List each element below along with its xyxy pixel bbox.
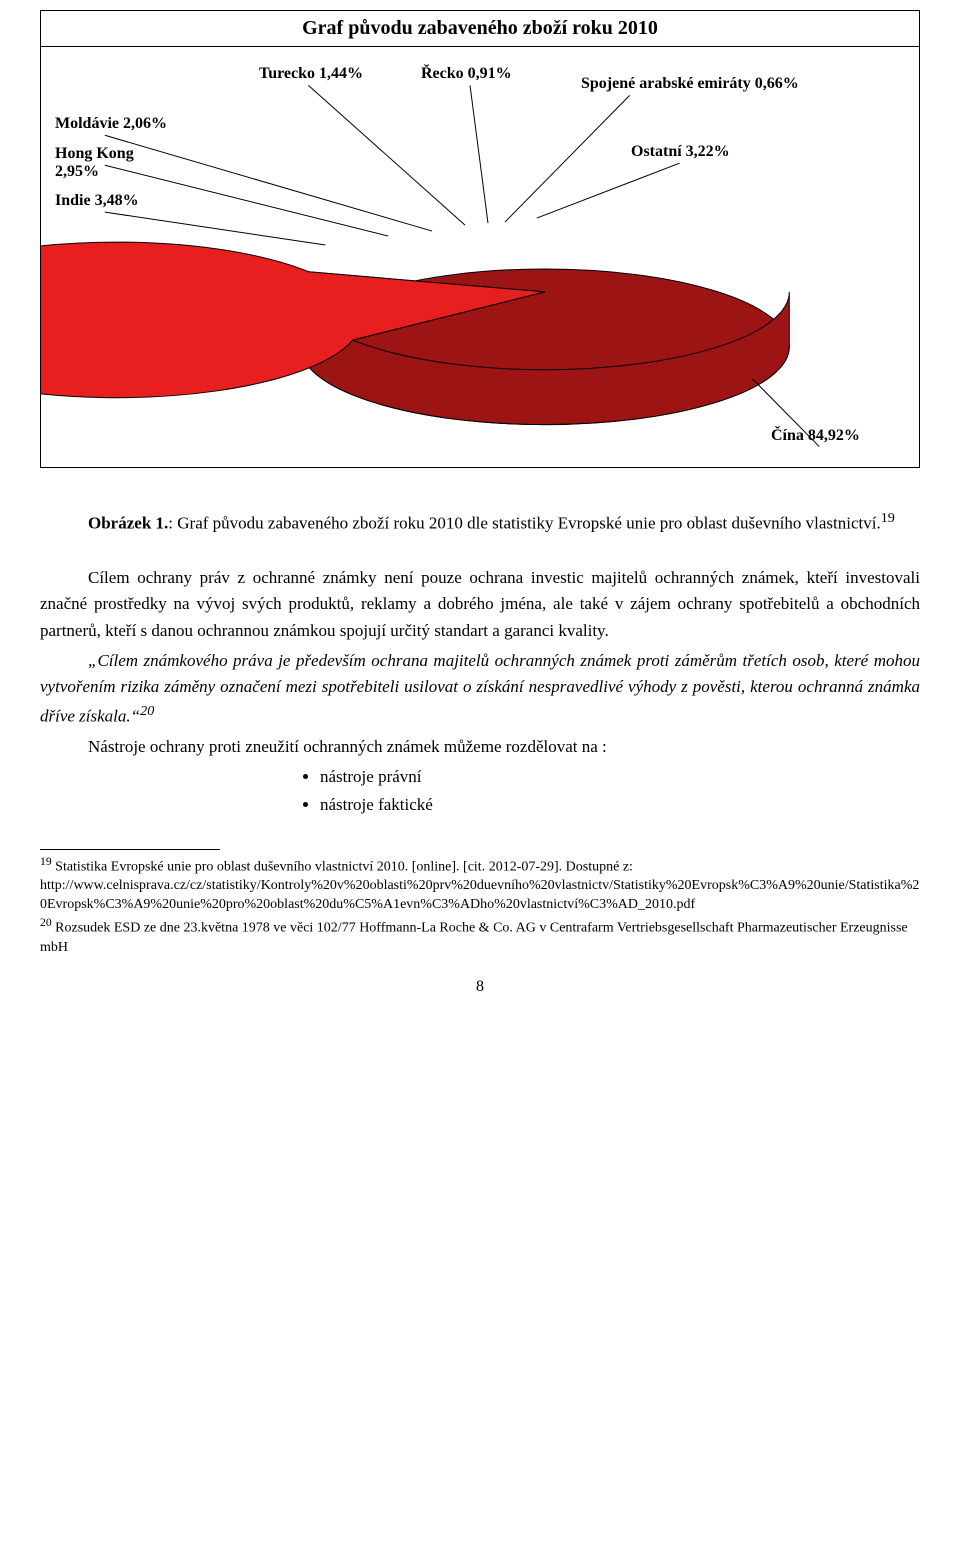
paragraph-2-quote: „Cílem známkového práva je především och… — [40, 651, 920, 725]
chart-label-hk2: 2,95% — [55, 163, 99, 181]
chart-label-uae: Spojené arabské emiráty 0,66% — [581, 75, 799, 93]
footnote-ref-20: 20 — [140, 703, 154, 719]
bullet-item-2: nástroje faktické — [320, 792, 920, 818]
figure-caption-text: : Graf původu zabaveného zboží roku 2010… — [168, 514, 880, 533]
page-number: 8 — [40, 978, 920, 996]
bullet-list: nástroje právní nástroje faktické — [40, 764, 920, 819]
chart-label-ost: Ostatní 3,22% — [631, 143, 730, 161]
chart-label-hk1: Hong Kong — [55, 145, 134, 163]
footnote-num-19: 19 — [40, 855, 52, 868]
chart-label-indie: Indie 3,48% — [55, 192, 139, 210]
footnote-separator — [40, 849, 220, 850]
chart-label-mold: Moldávie 2,06% — [55, 115, 167, 133]
footnote-20-text: Rozsudek ESD ze dne 23.května 1978 ve vě… — [40, 921, 908, 955]
pie-chart-svg — [41, 47, 919, 467]
chart-label-tur: Turecko 1,44% — [259, 65, 363, 83]
footnotes: 19 Statistika Evropské unie pro oblast d… — [40, 854, 920, 958]
chart-label-recko: Řecko 0,91% — [421, 65, 512, 83]
footnote-num-20: 20 — [40, 916, 52, 929]
paragraph-3: Nástroje ochrany proti zneužití ochranný… — [40, 734, 920, 760]
pie-chart-container: Graf původu zabaveného zboží roku 2010 I… — [40, 10, 920, 468]
document-body: Obrázek 1.: Graf původu zabaveného zboží… — [40, 508, 920, 819]
footnote-19-url: http://www.celnisprava.cz/cz/statistiky/… — [40, 877, 920, 915]
chart-area: Indie 3,48% Hong Kong2,95% Moldávie 2,06% T… — [41, 47, 919, 467]
footnote-19-text: Statistika Evropské unie pro oblast duše… — [52, 859, 633, 874]
footnote-ref-19: 19 — [881, 510, 895, 526]
bullet-item-1: nástroje právní — [320, 764, 920, 790]
chart-title: Graf původu zabaveného zboží roku 2010 — [41, 11, 919, 47]
paragraph-1: Cílem ochrany práv z ochranné známky nen… — [40, 565, 920, 644]
figure-caption-number: Obrázek 1. — [88, 514, 168, 533]
chart-label-cina: Čína 84,92% — [771, 427, 860, 445]
